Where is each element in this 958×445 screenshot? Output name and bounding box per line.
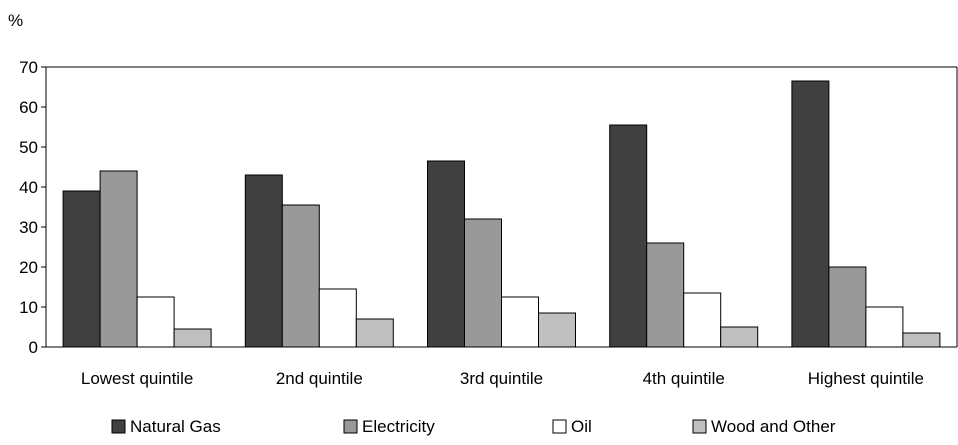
category-labels: Lowest quintile 2nd quintile 3rd quintile 4… bbox=[81, 369, 924, 388]
bar-electricity bbox=[464, 218, 502, 348]
bar-natural-gas bbox=[427, 160, 465, 348]
bar-oil bbox=[683, 292, 722, 348]
bars bbox=[62, 80, 941, 348]
legend-swatch bbox=[692, 419, 707, 434]
bar-natural-gas bbox=[791, 80, 830, 348]
bar-natural-gas bbox=[609, 124, 648, 348]
y-tick-label: 60 bbox=[19, 98, 38, 117]
y-tick-label: 10 bbox=[19, 298, 38, 317]
bar-oil bbox=[501, 296, 539, 348]
bar-electricity bbox=[646, 242, 685, 348]
legend-swatch bbox=[343, 419, 358, 434]
legend: Natural Gas Electricity Oil Wood and Other bbox=[111, 417, 836, 436]
bar-oil bbox=[865, 306, 904, 348]
legend-swatch bbox=[552, 419, 567, 434]
y-tick-label: 70 bbox=[19, 58, 38, 77]
legend-swatch bbox=[111, 419, 126, 434]
category-label: 3rd quintile bbox=[460, 369, 543, 388]
bar-natural-gas bbox=[244, 174, 283, 348]
legend-label: Natural Gas bbox=[130, 417, 221, 436]
y-axis-label: % bbox=[8, 11, 23, 30]
bar-electricity bbox=[281, 204, 320, 348]
bar-wood-and-other bbox=[173, 328, 212, 348]
legend-label: Oil bbox=[571, 417, 592, 436]
bar-oil bbox=[318, 288, 357, 348]
y-tick-label: 40 bbox=[19, 178, 38, 197]
y-tick-label: 0 bbox=[29, 338, 38, 357]
bar-electricity bbox=[99, 170, 138, 348]
bar-natural-gas bbox=[62, 190, 101, 348]
bar-wood-and-other bbox=[720, 326, 759, 348]
bar-electricity bbox=[828, 266, 867, 348]
y-tick-label: 30 bbox=[19, 218, 38, 237]
y-ticks: 0 10 20 30 40 50 60 70 bbox=[19, 58, 46, 357]
legend-label: Electricity bbox=[362, 417, 435, 436]
bar-oil bbox=[136, 296, 175, 348]
y-tick-label: 50 bbox=[19, 138, 38, 157]
bar-wood-and-other bbox=[355, 318, 394, 348]
category-label: 2nd quintile bbox=[276, 369, 363, 388]
category-label: Lowest quintile bbox=[81, 369, 193, 388]
bar-wood-and-other bbox=[902, 332, 941, 348]
category-label: 4th quintile bbox=[643, 369, 725, 388]
bar-wood-and-other bbox=[538, 312, 576, 348]
legend-label: Wood and Other bbox=[711, 417, 836, 436]
category-label: Highest quintile bbox=[808, 369, 924, 388]
y-tick-label: 20 bbox=[19, 258, 38, 277]
